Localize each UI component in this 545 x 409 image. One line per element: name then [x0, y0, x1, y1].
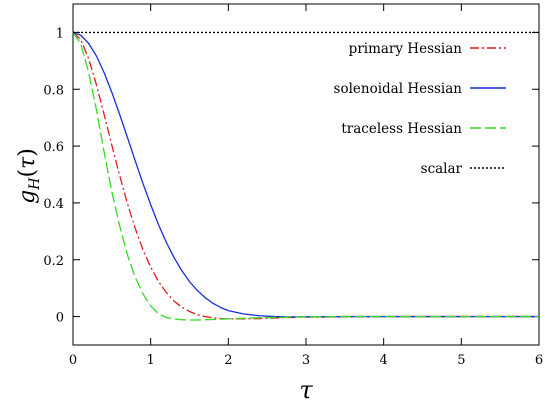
- y-tick-label: 0.6: [43, 140, 64, 155]
- y-tick-label: 0: [56, 311, 64, 326]
- legend-label-solenoidal-hessian: solenoidal Hessian: [334, 81, 463, 97]
- y-axis-title-close: ): [15, 148, 40, 157]
- series-lines: [72, 31, 539, 321]
- x-tick-label: 2: [224, 353, 232, 368]
- legend: primary Hessian solenoidal Hessian tracele…: [334, 41, 506, 177]
- y-ticks: 0 0.2 0.4 0.6 0.8 1: [43, 26, 539, 326]
- x-axis-title: τ: [299, 376, 313, 404]
- x-tick-label: 5: [457, 353, 465, 368]
- x-ticks: 0 1 2 3 4 5 6: [69, 4, 543, 368]
- series-line-solenoidal-hessian: [72, 31, 539, 318]
- y-axis-title-subscript: H: [27, 177, 43, 191]
- legend-label-traceless-hessian: traceless Hessian: [341, 121, 462, 137]
- x-tick-label: 1: [147, 353, 155, 368]
- x-tick-label: 3: [302, 353, 310, 368]
- x-tick-label: 0: [69, 353, 77, 368]
- y-tick-label: 0.4: [43, 197, 64, 212]
- y-tick-label: 0.2: [43, 254, 64, 269]
- series-line-primary-hessian: [72, 31, 539, 320]
- y-tick-label: 1: [56, 26, 64, 41]
- x-tick-label: 6: [535, 353, 543, 368]
- legend-label-primary-hessian: primary Hessian: [349, 41, 463, 57]
- y-tick-label: 0.8: [43, 83, 64, 98]
- y-axis-title-var: τ: [15, 156, 40, 169]
- y-axis-title-arg: (: [15, 169, 40, 178]
- series-line-traceless-hessian: [72, 32, 539, 321]
- y-axis-title: gH(τ): [15, 148, 43, 204]
- legend-label-scalar: scalar: [421, 161, 463, 177]
- x-tick-label: 4: [380, 353, 388, 368]
